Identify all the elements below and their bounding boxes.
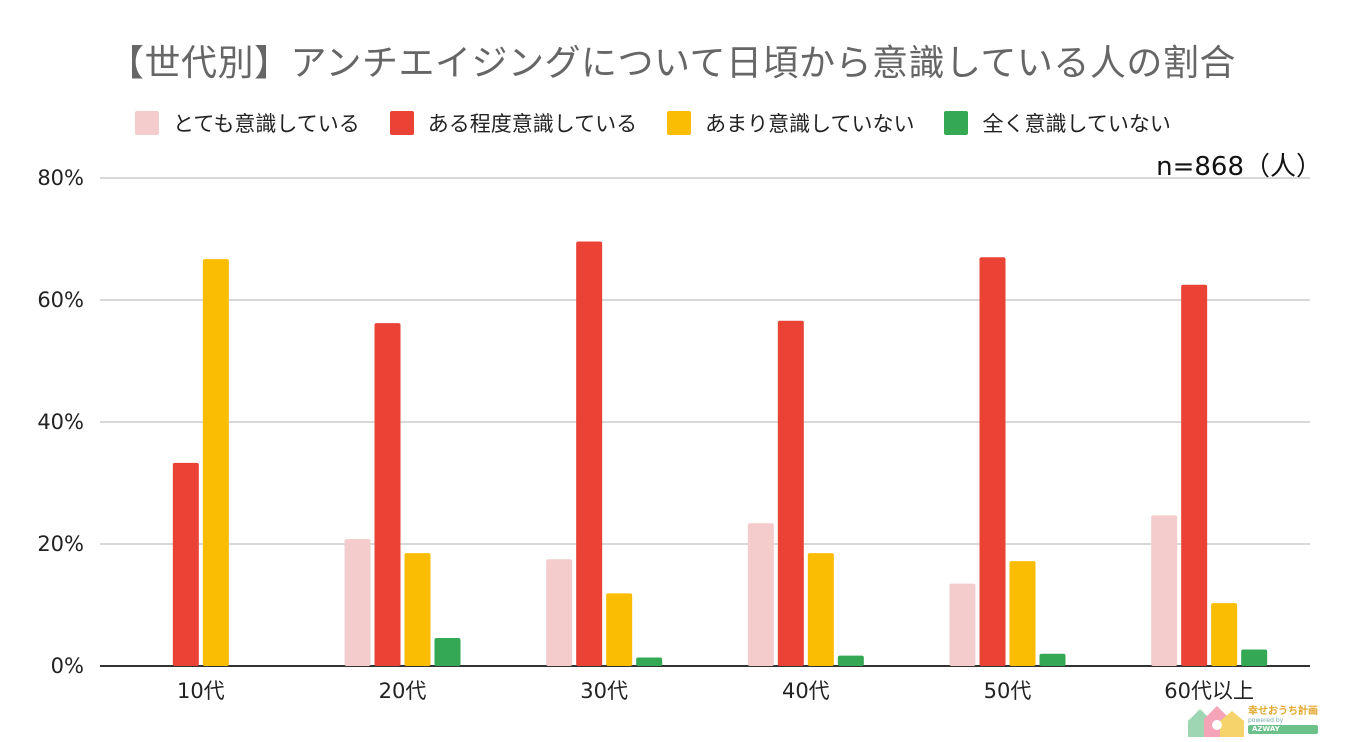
bar <box>1039 653 1066 666</box>
legend-item-very-conscious: とても意識している <box>135 108 360 138</box>
bar <box>1009 561 1036 666</box>
y-tick-label: 80% <box>37 166 84 190</box>
bar <box>546 559 573 666</box>
y-tick-label: 0% <box>51 654 84 678</box>
bar <box>636 657 663 666</box>
legend-label: 全く意識していない <box>982 112 1171 136</box>
legend-item-somewhat-conscious: ある程度意識している <box>389 108 638 138</box>
logo-text: 幸せおうち計画 powered by AZWAY <box>1248 705 1318 734</box>
legend-swatch <box>944 111 969 135</box>
legend-label: あまり意識していない <box>705 112 915 136</box>
logo-main-text: 幸せおうち計画 <box>1248 705 1318 717</box>
x-tick-label: 40代 <box>782 679 830 703</box>
bar <box>837 655 864 666</box>
logo-sub-text: powered by <box>1248 716 1284 724</box>
bar <box>606 593 633 666</box>
legend-swatch <box>389 111 414 135</box>
chart-legend: とても意識している ある程度意識している あまり意識していない 全く意識していな… <box>135 108 1201 138</box>
logo-brand-text: AZWAY <box>1248 724 1318 734</box>
chart-title: 【世代別】アンチエイジングについて日頃から意識している人の割合 <box>108 43 1236 84</box>
bar <box>807 553 834 666</box>
bar <box>1151 515 1178 666</box>
y-tick-label: 60% <box>37 288 84 312</box>
bar <box>1241 649 1268 666</box>
house-logo-icon <box>1186 703 1244 737</box>
bar <box>172 462 199 666</box>
bar <box>1181 284 1208 666</box>
legend-item-not-conscious: 全く意識していない <box>944 108 1171 138</box>
sample-size-note: n=868（人） <box>1156 152 1322 182</box>
bar <box>374 323 401 666</box>
legend-label: とても意識している <box>173 112 360 136</box>
bar <box>202 259 229 666</box>
bar <box>777 320 804 666</box>
bar <box>979 257 1006 666</box>
x-tick-label: 10代 <box>177 679 225 703</box>
x-tick-label: 60代以上 <box>1164 679 1254 703</box>
legend-swatch <box>135 111 159 135</box>
brand-logo: 幸せおうち計画 powered by AZWAY <box>1186 702 1326 738</box>
x-tick-label: 20代 <box>379 679 427 703</box>
bar <box>1211 603 1238 666</box>
bar <box>344 539 371 666</box>
legend-swatch <box>667 111 692 135</box>
legend-item-not-very-conscious: あまり意識していない <box>667 108 914 138</box>
bar <box>576 241 603 666</box>
x-tick-label: 30代 <box>580 679 628 703</box>
bar <box>949 583 976 666</box>
bar <box>434 637 461 666</box>
y-tick-label: 20% <box>37 532 84 556</box>
legend-label: ある程度意識している <box>427 112 638 136</box>
x-tick-label: 50代 <box>984 679 1032 703</box>
bar <box>747 523 774 666</box>
y-tick-label: 40% <box>37 410 84 434</box>
bar <box>404 553 431 666</box>
